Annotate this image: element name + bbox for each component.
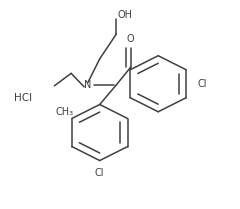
- Text: CH₃: CH₃: [56, 107, 74, 117]
- Text: N: N: [84, 80, 91, 90]
- Text: OH: OH: [118, 10, 133, 20]
- Text: O: O: [127, 34, 135, 44]
- Text: Cl: Cl: [198, 79, 207, 89]
- Text: Cl: Cl: [95, 168, 104, 178]
- Text: HCl: HCl: [14, 93, 32, 103]
